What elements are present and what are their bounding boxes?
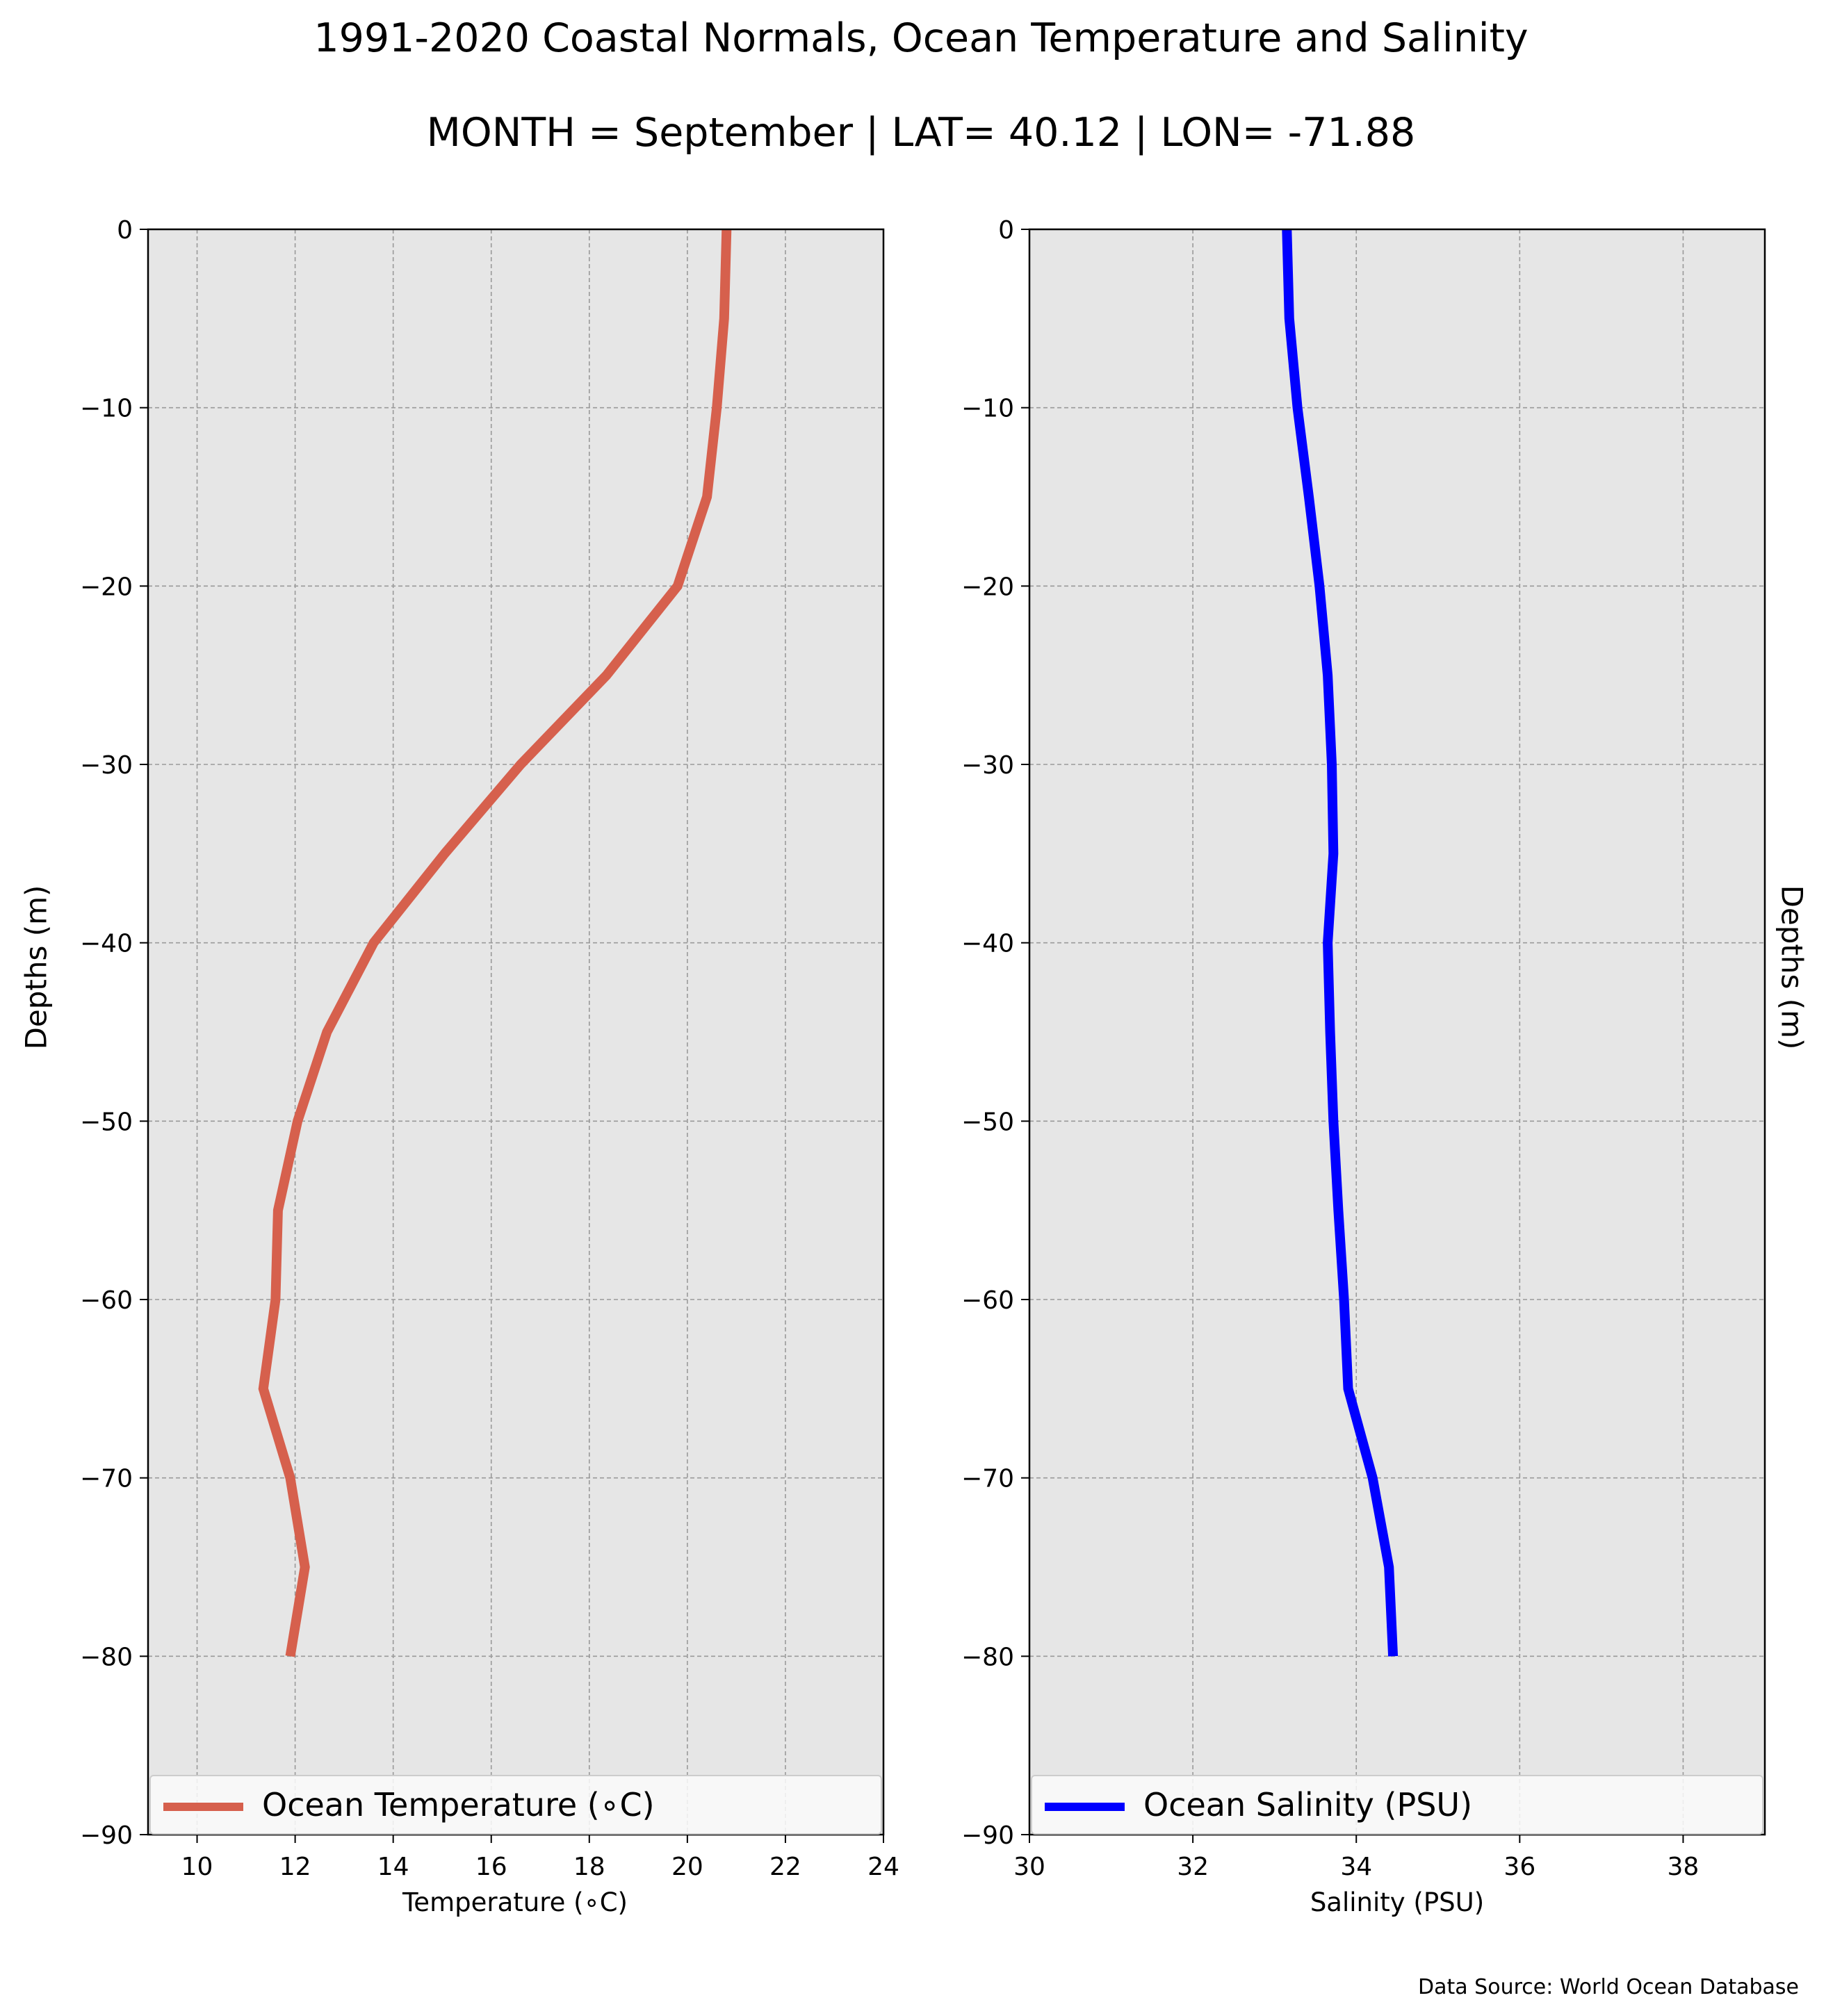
series-line-1-0 <box>1282 229 1399 1657</box>
legend-swatch-temperature <box>163 1803 243 1811</box>
legend-label-temperature: Ocean Temperature (∘C) <box>262 1786 655 1824</box>
x-tick-label: 16 <box>475 1853 507 1881</box>
y-tick-label: −90 <box>961 1821 1014 1850</box>
y-tick-label: −10 <box>961 395 1014 423</box>
y-tick-label: −80 <box>80 1643 133 1671</box>
y-tick-label: −40 <box>80 930 133 958</box>
legend-swatch-salinity <box>1045 1803 1125 1811</box>
x-tick-label: 36 <box>1503 1853 1535 1881</box>
y-tick-label: −30 <box>80 751 133 780</box>
x-tick-label: 24 <box>867 1853 899 1881</box>
series-line-0-0 <box>258 229 732 1657</box>
y-tick-label: −80 <box>961 1643 1014 1671</box>
y-tick-label: −30 <box>961 751 1014 780</box>
x-tick-label: 34 <box>1340 1853 1372 1881</box>
y-tick-label: −70 <box>961 1465 1014 1493</box>
y-axis-label-left: Depths (m) <box>19 885 54 1050</box>
legend-label-salinity: Ocean Salinity (PSU) <box>1143 1786 1473 1824</box>
x-tick-label: 18 <box>573 1853 605 1881</box>
x-tick-label: 14 <box>377 1853 409 1881</box>
y-tick-label: 0 <box>117 216 133 245</box>
y-tick-label: −70 <box>80 1465 133 1493</box>
y-tick-label: −20 <box>80 573 133 601</box>
legend-temperature: Ocean Temperature (∘C) <box>149 1775 882 1835</box>
x-tick-label: 30 <box>1013 1853 1045 1881</box>
y-tick-label: −40 <box>961 930 1014 958</box>
plot-area-0 <box>148 229 883 1835</box>
y-tick-label: −50 <box>80 1108 133 1136</box>
plot-frame-0 <box>147 228 885 1836</box>
plot-area-1 <box>1029 229 1765 1835</box>
y-tick-label: −20 <box>961 573 1014 601</box>
x-tick-label: 32 <box>1177 1853 1209 1881</box>
y-axis-label-right: Depths (m) <box>1775 885 1809 1050</box>
x-tick-label: 22 <box>769 1853 801 1881</box>
y-tick-label: −60 <box>80 1286 133 1315</box>
y-tick-label: −10 <box>80 395 133 423</box>
y-tick-label: −90 <box>80 1821 133 1850</box>
x-tick-label: 20 <box>671 1853 703 1881</box>
data-source-note: Data Source: World Ocean Database <box>1418 1975 1799 1999</box>
x-tick-label: 12 <box>279 1853 311 1881</box>
x-axis-label-temperature: Temperature (∘C) <box>402 1887 628 1917</box>
x-axis-label-salinity: Salinity (PSU) <box>1310 1887 1485 1917</box>
x-tick-label: 10 <box>181 1853 213 1881</box>
chart-subtitle: MONTH = September | LAT= 40.12 | LON= -7… <box>426 110 1416 156</box>
y-tick-label: 0 <box>998 216 1014 245</box>
plot-frame-1 <box>1028 228 1766 1836</box>
y-tick-label: −60 <box>961 1286 1014 1315</box>
chart-title: 1991-2020 Coastal Normals, Ocean Tempera… <box>313 15 1529 61</box>
x-tick-label: 38 <box>1668 1853 1700 1881</box>
y-tick-label: −50 <box>961 1108 1014 1136</box>
legend-salinity: Ocean Salinity (PSU) <box>1031 1775 1763 1835</box>
